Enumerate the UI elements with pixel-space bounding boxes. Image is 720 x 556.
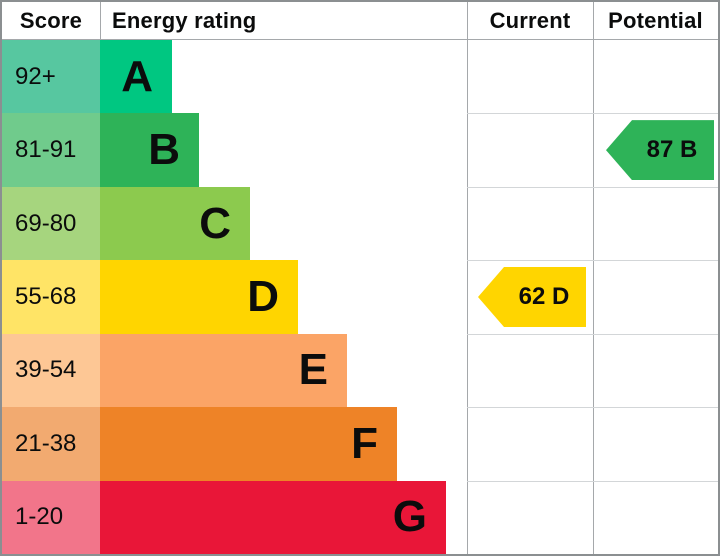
band-letter-d: D <box>247 271 279 321</box>
band-row-b: 81-91 B <box>2 113 718 187</box>
band-letter-c: C <box>199 198 231 248</box>
band-score-range-e: 39-54 <box>2 333 100 408</box>
header-potential: Potential <box>608 7 703 33</box>
row-separator <box>467 407 718 409</box>
score-column-divider <box>100 2 101 40</box>
band-score-range-b: 81-91 <box>2 113 100 187</box>
band-score-range-c: 69-80 <box>2 186 100 261</box>
band-row-a: 92+ A <box>2 40 718 114</box>
band-bar-a: A <box>100 40 172 114</box>
band-row-f: 21-38 F <box>2 407 718 481</box>
current-rating-arrow: 62 D <box>478 267 586 327</box>
band-bar-e: E <box>100 333 347 408</box>
potential-column-divider <box>593 2 594 554</box>
band-letter-a: A <box>121 51 153 101</box>
band-bar-g: G <box>100 480 446 554</box>
band-row-e: 39-54 E <box>2 333 718 408</box>
band-score-range-d: 55-68 <box>2 260 100 334</box>
band-rows: 92+ A 81-91 B 69-80 C 55-68 D 39-54 E 21-38 F 1-20 G <box>2 40 718 554</box>
band-letter-f: F <box>351 418 378 468</box>
current-rating-label: 62 D <box>518 283 570 310</box>
chart-header: Score Energy rating Current Potential <box>2 2 718 40</box>
header-score: Score <box>19 7 83 33</box>
band-score-range-f: 21-38 <box>2 407 100 481</box>
band-letter-g: G <box>392 492 427 542</box>
band-score-range-g: 1-20 <box>2 480 100 554</box>
band-letter-b: B <box>148 125 180 175</box>
row-separator <box>467 186 718 188</box>
band-row-d: 55-68 D <box>2 260 718 334</box>
band-bar-c: C <box>100 186 250 261</box>
band-letter-e: E <box>298 345 328 395</box>
row-separator <box>467 333 718 335</box>
band-score-range-a: 92+ <box>2 40 100 114</box>
potential-rating-arrow: 87 B <box>606 120 714 181</box>
row-separator <box>467 260 718 262</box>
header-energy-rating: Energy rating <box>112 7 257 33</box>
row-separator <box>467 113 718 115</box>
potential-rating-label: 87 B <box>646 136 698 164</box>
band-bar-d: D <box>100 260 298 334</box>
band-bar-f: F <box>100 407 397 481</box>
band-bar-b: B <box>100 113 199 187</box>
band-row-g: 1-20 G <box>2 480 718 554</box>
current-column-divider <box>467 2 468 554</box>
band-row-c: 69-80 C <box>2 186 718 261</box>
row-separator <box>467 480 718 482</box>
header-current: Current <box>489 7 571 33</box>
